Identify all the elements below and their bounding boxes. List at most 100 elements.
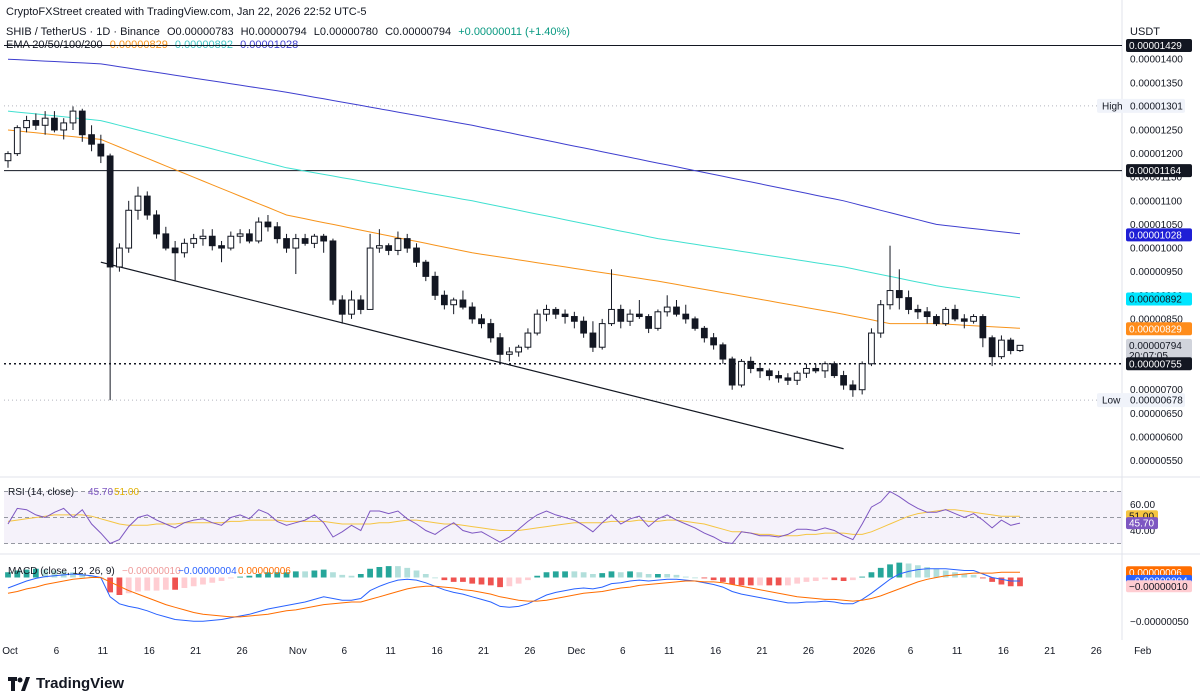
candle-bearish bbox=[459, 299, 467, 308]
candle-bullish bbox=[227, 235, 235, 249]
macd-histogram-bar bbox=[794, 577, 801, 584]
macd-histogram-bar bbox=[14, 570, 21, 578]
macd-histogram-bar bbox=[190, 577, 197, 587]
candle-bearish bbox=[264, 221, 272, 228]
candle-bearish bbox=[710, 337, 717, 346]
macd-histogram-bar bbox=[580, 572, 587, 578]
macd-title: MACD (close, 12, 26, 9) bbox=[8, 566, 115, 577]
macd-histogram-bar bbox=[859, 576, 866, 578]
macd-histogram-bar bbox=[590, 574, 596, 578]
macd-histogram-bar bbox=[200, 577, 206, 585]
candle-bearish bbox=[106, 155, 114, 268]
candle-bearish bbox=[143, 195, 151, 216]
candle-bearish bbox=[933, 316, 940, 325]
support-axis-box bbox=[1126, 357, 1192, 371]
ema50-axis-box bbox=[1126, 322, 1192, 336]
macd-histogram-bar bbox=[766, 577, 773, 586]
macd-histogram-bar bbox=[525, 577, 531, 581]
descending-trendline bbox=[100, 261, 844, 450]
macd-histogram-bar bbox=[227, 577, 234, 579]
candle-bullish bbox=[348, 299, 355, 315]
candle-bearish bbox=[923, 311, 931, 318]
low-tag: Low bbox=[1102, 396, 1121, 407]
macd-histogram-bar bbox=[617, 572, 624, 578]
candle-bearish bbox=[51, 117, 58, 131]
ohlc-high: H0.00000794 bbox=[240, 26, 307, 38]
macd-histogram-bar bbox=[395, 566, 401, 578]
price-tick-label: 0.00000650 bbox=[1130, 409, 1183, 420]
symbol-title[interactable]: SHIB / TetherUS · 1D · Binance bbox=[6, 26, 160, 38]
candle-bullish bbox=[41, 117, 49, 126]
macd-histogram-bar bbox=[775, 577, 782, 586]
candle-bearish bbox=[700, 327, 708, 339]
x-axis-tick-label: 6 bbox=[908, 646, 914, 657]
candle-bullish bbox=[69, 110, 77, 124]
price-tick-label: 0.00000600 bbox=[1130, 432, 1183, 443]
macd-histogram-bar bbox=[209, 577, 216, 583]
macd-histogram-bar bbox=[5, 572, 11, 578]
candle-bearish bbox=[561, 313, 569, 318]
candle-bearish bbox=[487, 323, 495, 339]
last-price-axis-box bbox=[1126, 338, 1192, 361]
ohlc-open: O0.00000783 bbox=[166, 26, 234, 38]
macd-histogram-bar bbox=[515, 577, 522, 584]
rsi-legend-value: 45.70 bbox=[88, 487, 113, 498]
ema100-axis-box bbox=[1126, 292, 1192, 306]
candle-bearish bbox=[645, 316, 653, 329]
macd-hist-axis-label: −0.00000010 bbox=[1129, 582, 1188, 593]
macd-histogram-bar bbox=[460, 577, 466, 582]
macd-histogram-bar bbox=[283, 572, 290, 578]
macd-histogram-bar bbox=[562, 571, 568, 578]
macd-histogram-bar bbox=[79, 574, 86, 578]
macd-histogram-bar bbox=[274, 572, 281, 578]
candle-bearish bbox=[756, 367, 764, 372]
macd-histogram-bar bbox=[840, 577, 847, 581]
x-axis-tick-label: 16 bbox=[710, 646, 722, 657]
macd-histogram-bar bbox=[599, 573, 606, 578]
macd-histogram-bar bbox=[933, 568, 940, 578]
candle-bearish bbox=[218, 245, 225, 249]
macd-histogram-bar bbox=[432, 577, 438, 579]
candle-bullish bbox=[60, 122, 68, 131]
candle-bearish bbox=[673, 306, 680, 315]
macd-histogram-bar bbox=[673, 574, 680, 578]
candle-bearish bbox=[849, 384, 857, 391]
macd-histogram-bar bbox=[265, 572, 271, 578]
macd-histogram-bar bbox=[348, 575, 355, 578]
tradingview-logo[interactable]: TradingView bbox=[8, 675, 124, 692]
macd-histogram-bar bbox=[896, 562, 903, 578]
macd-histogram-bar bbox=[367, 568, 373, 578]
x-axis-tick-label: 6 bbox=[54, 646, 60, 657]
macd-histogram-bar bbox=[1007, 577, 1014, 587]
x-axis-tick-label: Feb bbox=[1134, 646, 1152, 657]
macd-histogram-bar bbox=[497, 577, 503, 588]
candle-bullish bbox=[4, 153, 12, 162]
macd-histogram-bar bbox=[979, 577, 986, 579]
macd-histogram-bar bbox=[506, 577, 513, 587]
candle-bearish bbox=[988, 337, 996, 358]
high-tag: High bbox=[1102, 101, 1123, 112]
candle-bearish bbox=[320, 235, 328, 242]
candle-bearish bbox=[905, 297, 912, 310]
macd-histogram-bar bbox=[812, 577, 819, 581]
macd-histogram-bar bbox=[404, 567, 411, 578]
macd-histogram-bar bbox=[292, 571, 299, 578]
candle-bullish bbox=[311, 235, 318, 244]
macd-histogram-bar bbox=[608, 571, 615, 578]
candle-bearish bbox=[440, 294, 448, 306]
macd-histogram-bar bbox=[302, 571, 308, 578]
candle-bearish bbox=[635, 313, 643, 318]
ema200-line bbox=[7, 58, 1021, 235]
level-1164-box bbox=[1126, 164, 1192, 178]
candle-bullish bbox=[877, 304, 885, 334]
currency-label[interactable]: USDT bbox=[1130, 26, 1160, 38]
candle-bearish bbox=[895, 290, 903, 299]
macd-histogram-bar bbox=[422, 574, 429, 578]
macd-histogram-bar bbox=[320, 569, 327, 578]
ema50-axis-label: 0.00000829 bbox=[1129, 324, 1182, 335]
macd-histogram-bar bbox=[1017, 577, 1023, 587]
candle-bullish bbox=[13, 127, 21, 155]
candle-bearish bbox=[617, 308, 625, 322]
